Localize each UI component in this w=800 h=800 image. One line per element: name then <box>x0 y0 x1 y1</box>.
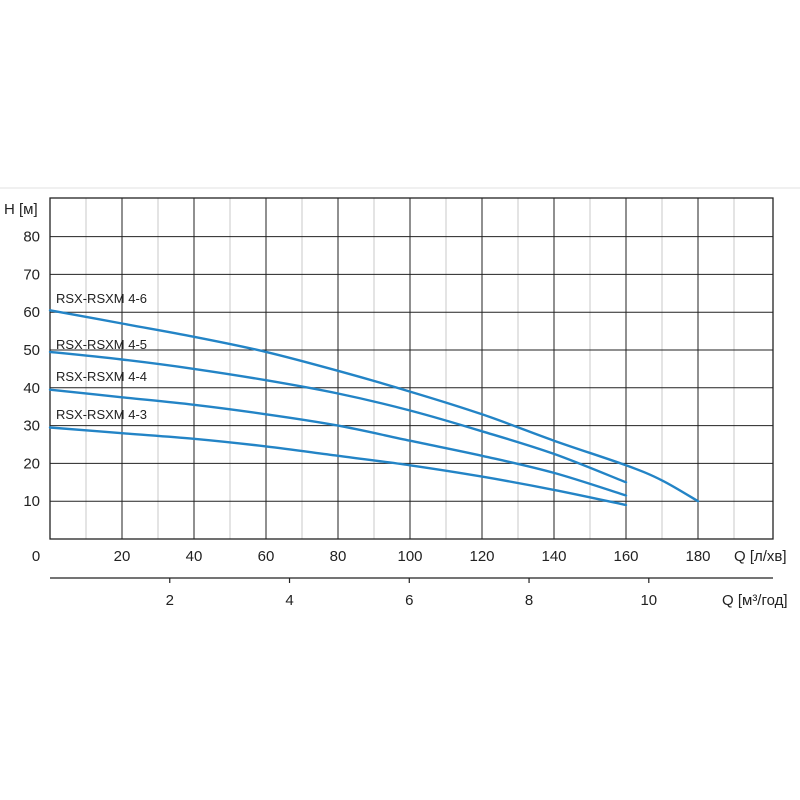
x-tick-label: 180 <box>685 548 710 565</box>
labels: H [м] Q [л/хв] Q [м³/год] 10203040506070… <box>4 201 788 609</box>
y-tick-label: 80 <box>23 229 40 246</box>
series-label: RSX-RSXM 4-6 <box>56 291 147 306</box>
y-tick-label: 40 <box>23 380 40 397</box>
x-tick-label: 140 <box>541 548 566 565</box>
series-label: RSX-RSXM 4-3 <box>56 407 147 422</box>
series-line <box>48 309 700 503</box>
y-tick-label: 50 <box>23 342 40 359</box>
x-tick-label: 20 <box>114 548 131 565</box>
series-label: RSX-RSXM 4-5 <box>56 337 147 352</box>
y-tick-label: 10 <box>23 493 40 510</box>
x-tick-label: 60 <box>258 548 275 565</box>
grid <box>0 187 800 583</box>
y-tick-label: 60 <box>23 304 40 321</box>
series-lines <box>48 309 700 507</box>
y-tick-label: 20 <box>23 455 40 472</box>
x-tick-label: 40 <box>186 548 203 565</box>
series-label: RSX-RSXM 4-4 <box>56 369 147 384</box>
plot-border <box>49 197 774 540</box>
x2-tick-label: 2 <box>166 592 174 609</box>
x-tick-label: 0 <box>32 548 40 565</box>
x-tick-label: 80 <box>330 548 347 565</box>
y-tick-label: 70 <box>23 266 40 283</box>
x2-tick-label: 8 <box>525 592 533 609</box>
y-tick-label: 30 <box>23 418 40 435</box>
x2-tick-label: 10 <box>640 592 657 609</box>
x2-tick-label: 6 <box>405 592 413 609</box>
x-tick-label: 120 <box>469 548 494 565</box>
y-axis-label: H [м] <box>4 201 38 218</box>
series-line <box>48 426 628 507</box>
x-axis-label: Q [л/хв] <box>734 548 787 565</box>
series-line <box>48 350 628 484</box>
series-line <box>48 388 628 497</box>
x2-axis-label: Q [м³/год] <box>722 592 788 609</box>
x-tick-label: 100 <box>397 548 422 565</box>
x-tick-label: 160 <box>613 548 638 565</box>
x2-tick-label: 4 <box>285 592 293 609</box>
